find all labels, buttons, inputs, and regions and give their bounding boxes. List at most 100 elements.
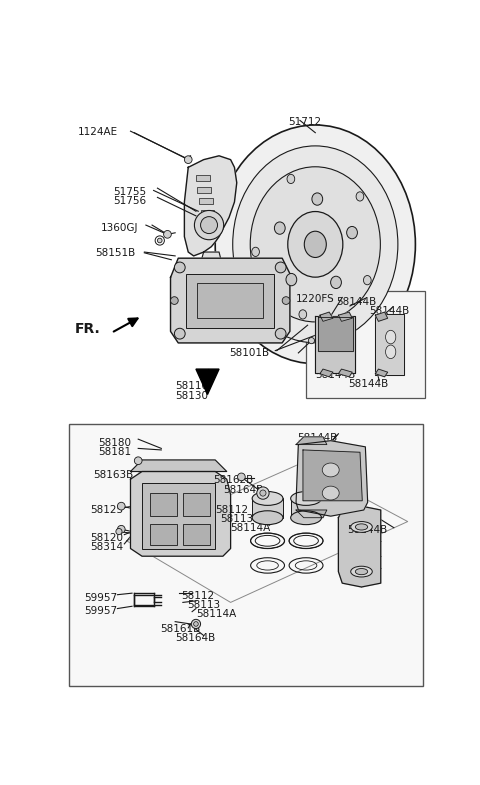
Polygon shape <box>320 369 333 377</box>
Circle shape <box>134 457 142 465</box>
Text: 58144B: 58144B <box>348 525 388 535</box>
Bar <box>197 187 211 193</box>
Text: 58144B: 58144B <box>369 306 409 316</box>
Text: 58151B: 58151B <box>95 248 135 258</box>
Circle shape <box>184 155 192 163</box>
Ellipse shape <box>331 276 341 289</box>
Ellipse shape <box>363 276 371 285</box>
Ellipse shape <box>351 521 372 532</box>
Circle shape <box>118 525 125 533</box>
Circle shape <box>238 473 245 480</box>
Circle shape <box>282 297 290 305</box>
Text: 58112: 58112 <box>181 591 215 601</box>
Text: 51755: 51755 <box>114 187 147 196</box>
Polygon shape <box>320 312 333 321</box>
Circle shape <box>192 619 201 629</box>
Polygon shape <box>170 258 290 343</box>
Circle shape <box>157 238 162 243</box>
Polygon shape <box>296 436 327 444</box>
Ellipse shape <box>304 232 326 257</box>
Bar <box>196 175 210 181</box>
Bar <box>69 424 423 685</box>
Ellipse shape <box>250 166 380 322</box>
Text: 59957: 59957 <box>84 606 118 616</box>
Polygon shape <box>318 317 353 351</box>
Polygon shape <box>184 155 237 256</box>
Text: 58144B: 58144B <box>297 433 337 443</box>
Ellipse shape <box>322 486 339 500</box>
Ellipse shape <box>322 463 339 477</box>
Ellipse shape <box>275 222 285 234</box>
Bar <box>150 524 177 546</box>
Circle shape <box>275 328 286 339</box>
Text: 58125: 58125 <box>90 505 123 515</box>
Ellipse shape <box>252 247 259 257</box>
Text: 58101B: 58101B <box>229 349 269 358</box>
Circle shape <box>275 262 286 273</box>
Ellipse shape <box>355 568 368 575</box>
Text: 58113: 58113 <box>187 600 220 610</box>
Text: 59957: 59957 <box>84 593 118 603</box>
Text: 58110: 58110 <box>175 382 208 392</box>
Polygon shape <box>374 314 404 375</box>
Circle shape <box>118 502 125 510</box>
Text: 51756: 51756 <box>114 195 147 206</box>
Text: 1124AE: 1124AE <box>78 126 118 137</box>
Circle shape <box>164 231 171 238</box>
Ellipse shape <box>215 125 415 363</box>
Ellipse shape <box>286 273 297 286</box>
Ellipse shape <box>291 511 322 524</box>
Polygon shape <box>338 312 352 321</box>
Text: 58112: 58112 <box>215 505 248 515</box>
Text: 1360GJ: 1360GJ <box>101 223 139 233</box>
Ellipse shape <box>347 226 358 239</box>
Polygon shape <box>296 510 327 517</box>
Circle shape <box>193 622 198 626</box>
Text: 58144B: 58144B <box>315 370 356 380</box>
Circle shape <box>170 297 178 305</box>
Circle shape <box>174 328 185 339</box>
Text: 58164B: 58164B <box>223 484 263 495</box>
Polygon shape <box>183 252 223 314</box>
Text: 58164B: 58164B <box>175 633 216 643</box>
Ellipse shape <box>312 193 323 205</box>
Polygon shape <box>196 369 219 395</box>
Polygon shape <box>338 506 381 587</box>
Text: 58144B: 58144B <box>348 379 389 389</box>
Text: 1220FS: 1220FS <box>296 294 335 305</box>
Bar <box>306 290 425 398</box>
Text: 58162B: 58162B <box>214 476 254 485</box>
Bar <box>183 524 210 546</box>
Polygon shape <box>315 316 355 374</box>
Bar <box>186 274 275 327</box>
Polygon shape <box>375 312 388 321</box>
Ellipse shape <box>287 174 295 184</box>
Ellipse shape <box>291 491 322 506</box>
Text: 58144B: 58144B <box>336 297 376 307</box>
Bar <box>183 493 210 517</box>
Circle shape <box>116 528 122 535</box>
Text: 58114A: 58114A <box>230 523 271 533</box>
Bar <box>197 283 263 317</box>
Circle shape <box>308 338 314 344</box>
Text: 58114A: 58114A <box>196 609 236 619</box>
Circle shape <box>257 487 269 499</box>
Text: 58113: 58113 <box>221 514 254 524</box>
Text: 58120: 58120 <box>90 533 123 543</box>
Ellipse shape <box>385 330 396 344</box>
Bar <box>150 493 177 517</box>
Polygon shape <box>303 450 362 501</box>
Ellipse shape <box>356 192 364 201</box>
Ellipse shape <box>233 146 398 343</box>
Ellipse shape <box>355 524 368 530</box>
Ellipse shape <box>288 211 343 277</box>
Polygon shape <box>338 369 352 377</box>
Polygon shape <box>131 460 227 472</box>
Ellipse shape <box>201 217 217 234</box>
Circle shape <box>260 490 266 496</box>
Polygon shape <box>375 369 388 377</box>
Bar <box>199 198 213 204</box>
Ellipse shape <box>299 310 307 319</box>
Bar <box>142 483 215 549</box>
Bar <box>291 498 322 517</box>
